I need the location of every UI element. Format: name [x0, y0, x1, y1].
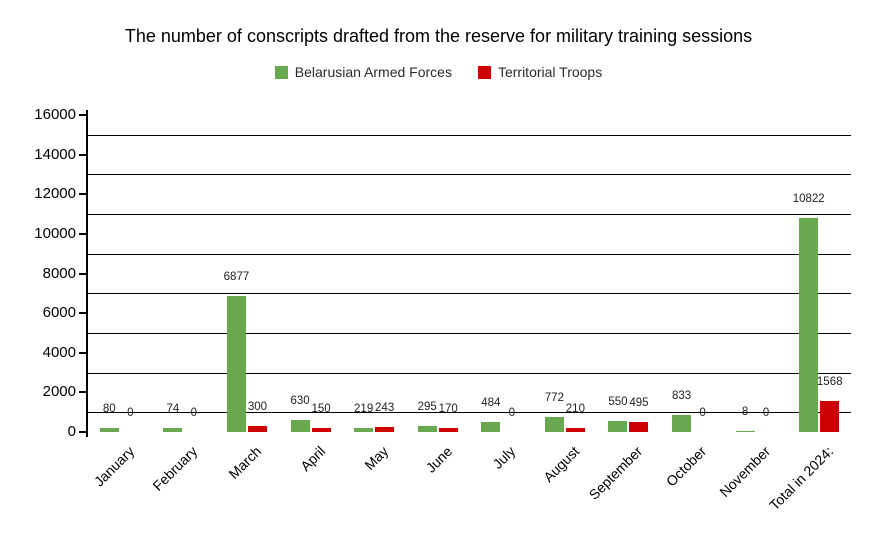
y-axis-label: 10000 — [34, 224, 76, 242]
value-label: 8 — [741, 406, 749, 418]
bar-territorial-troops — [565, 427, 585, 432]
legend-swatch-belarusian-armed-forces — [274, 65, 288, 79]
y-axis-tick — [79, 114, 86, 116]
gridline — [88, 293, 851, 295]
y-axis-label: 16000 — [34, 106, 76, 123]
bar-territorial-troops — [375, 427, 395, 432]
bar-territorial-troops — [311, 428, 331, 432]
value-label: 210 — [565, 402, 585, 415]
value-label: 170 — [438, 403, 458, 415]
value-label: 10822 — [792, 192, 825, 205]
bar-belarusian-armed-forces — [608, 421, 628, 432]
bar-territorial-troops — [247, 426, 267, 432]
y-axis-label: 0 — [67, 423, 76, 440]
bar-territorial-troops — [438, 428, 458, 432]
bar-belarusian-armed-forces — [99, 428, 119, 432]
y-axis-label: 6000 — [42, 304, 76, 322]
bar-belarusian-armed-forces — [544, 416, 564, 432]
y-axis-label: 2000 — [42, 383, 76, 401]
y-axis-label: 12000 — [34, 185, 76, 203]
y-axis-tick — [79, 312, 86, 315]
y-axis-tick — [79, 431, 86, 433]
value-label: 300 — [247, 401, 268, 414]
y-axis-label: 4000 — [42, 343, 76, 361]
value-label: 150 — [311, 403, 331, 415]
legend: Belarusian Armed Forces Territorial Troo… — [0, 64, 877, 80]
y-axis — [86, 110, 88, 437]
gridline — [88, 372, 851, 374]
y-axis-tick — [79, 193, 86, 196]
gridline — [88, 214, 851, 216]
bar-belarusian-armed-forces — [735, 431, 755, 432]
value-label: 550 — [608, 396, 628, 409]
bar-belarusian-armed-forces — [290, 419, 310, 432]
y-axis-label: 8000 — [42, 264, 76, 282]
value-label: 484 — [481, 397, 501, 410]
legend-item-territorial-troops: Territorial Troops — [477, 64, 603, 80]
y-axis-tick — [79, 391, 86, 394]
bar-territorial-troops — [820, 400, 840, 432]
gridline — [88, 174, 851, 176]
value-label: 833 — [671, 390, 692, 403]
bar-belarusian-armed-forces — [354, 427, 374, 432]
value-label: 6877 — [223, 270, 250, 283]
value-label: 0 — [190, 407, 198, 419]
bar-belarusian-armed-forces — [799, 217, 819, 432]
legend-label-belarusian-armed-forces: Belarusian Armed Forces — [294, 64, 452, 80]
value-label: 219 — [354, 402, 374, 415]
bar-belarusian-armed-forces — [481, 422, 501, 432]
value-label: 630 — [290, 394, 310, 407]
y-axis-label: 14000 — [34, 145, 76, 163]
legend-swatch-territorial-troops — [477, 65, 491, 79]
value-label: 0 — [127, 407, 134, 419]
gridline — [88, 134, 851, 136]
legend-item-belarusian-armed-forces: Belarusian Armed Forces — [274, 64, 452, 80]
y-axis-tick — [79, 153, 86, 156]
value-label: 0 — [762, 407, 770, 419]
value-label: 0 — [699, 407, 706, 419]
value-label: 74 — [166, 403, 180, 415]
value-label: 243 — [375, 402, 395, 415]
value-label: 80 — [102, 403, 116, 415]
value-label: 0 — [508, 407, 515, 419]
gridline — [88, 412, 851, 414]
legend-label-territorial-troops: Territorial Troops — [497, 64, 603, 80]
bar-belarusian-armed-forces — [417, 426, 437, 432]
bar-belarusian-armed-forces — [226, 295, 246, 432]
y-axis-tick — [79, 232, 86, 235]
gridline — [88, 253, 851, 255]
gridline — [88, 332, 851, 334]
value-label: 295 — [417, 401, 437, 414]
bar-territorial-troops — [629, 422, 649, 432]
chart-title: The number of conscripts drafted from th… — [124, 26, 753, 46]
bar-belarusian-armed-forces — [163, 428, 183, 432]
y-axis-tick — [79, 351, 86, 354]
value-label: 495 — [629, 397, 649, 410]
value-label: 772 — [544, 391, 564, 404]
bar-belarusian-armed-forces — [672, 415, 692, 432]
value-label: 1568 — [816, 375, 843, 388]
y-axis-tick — [79, 272, 86, 275]
